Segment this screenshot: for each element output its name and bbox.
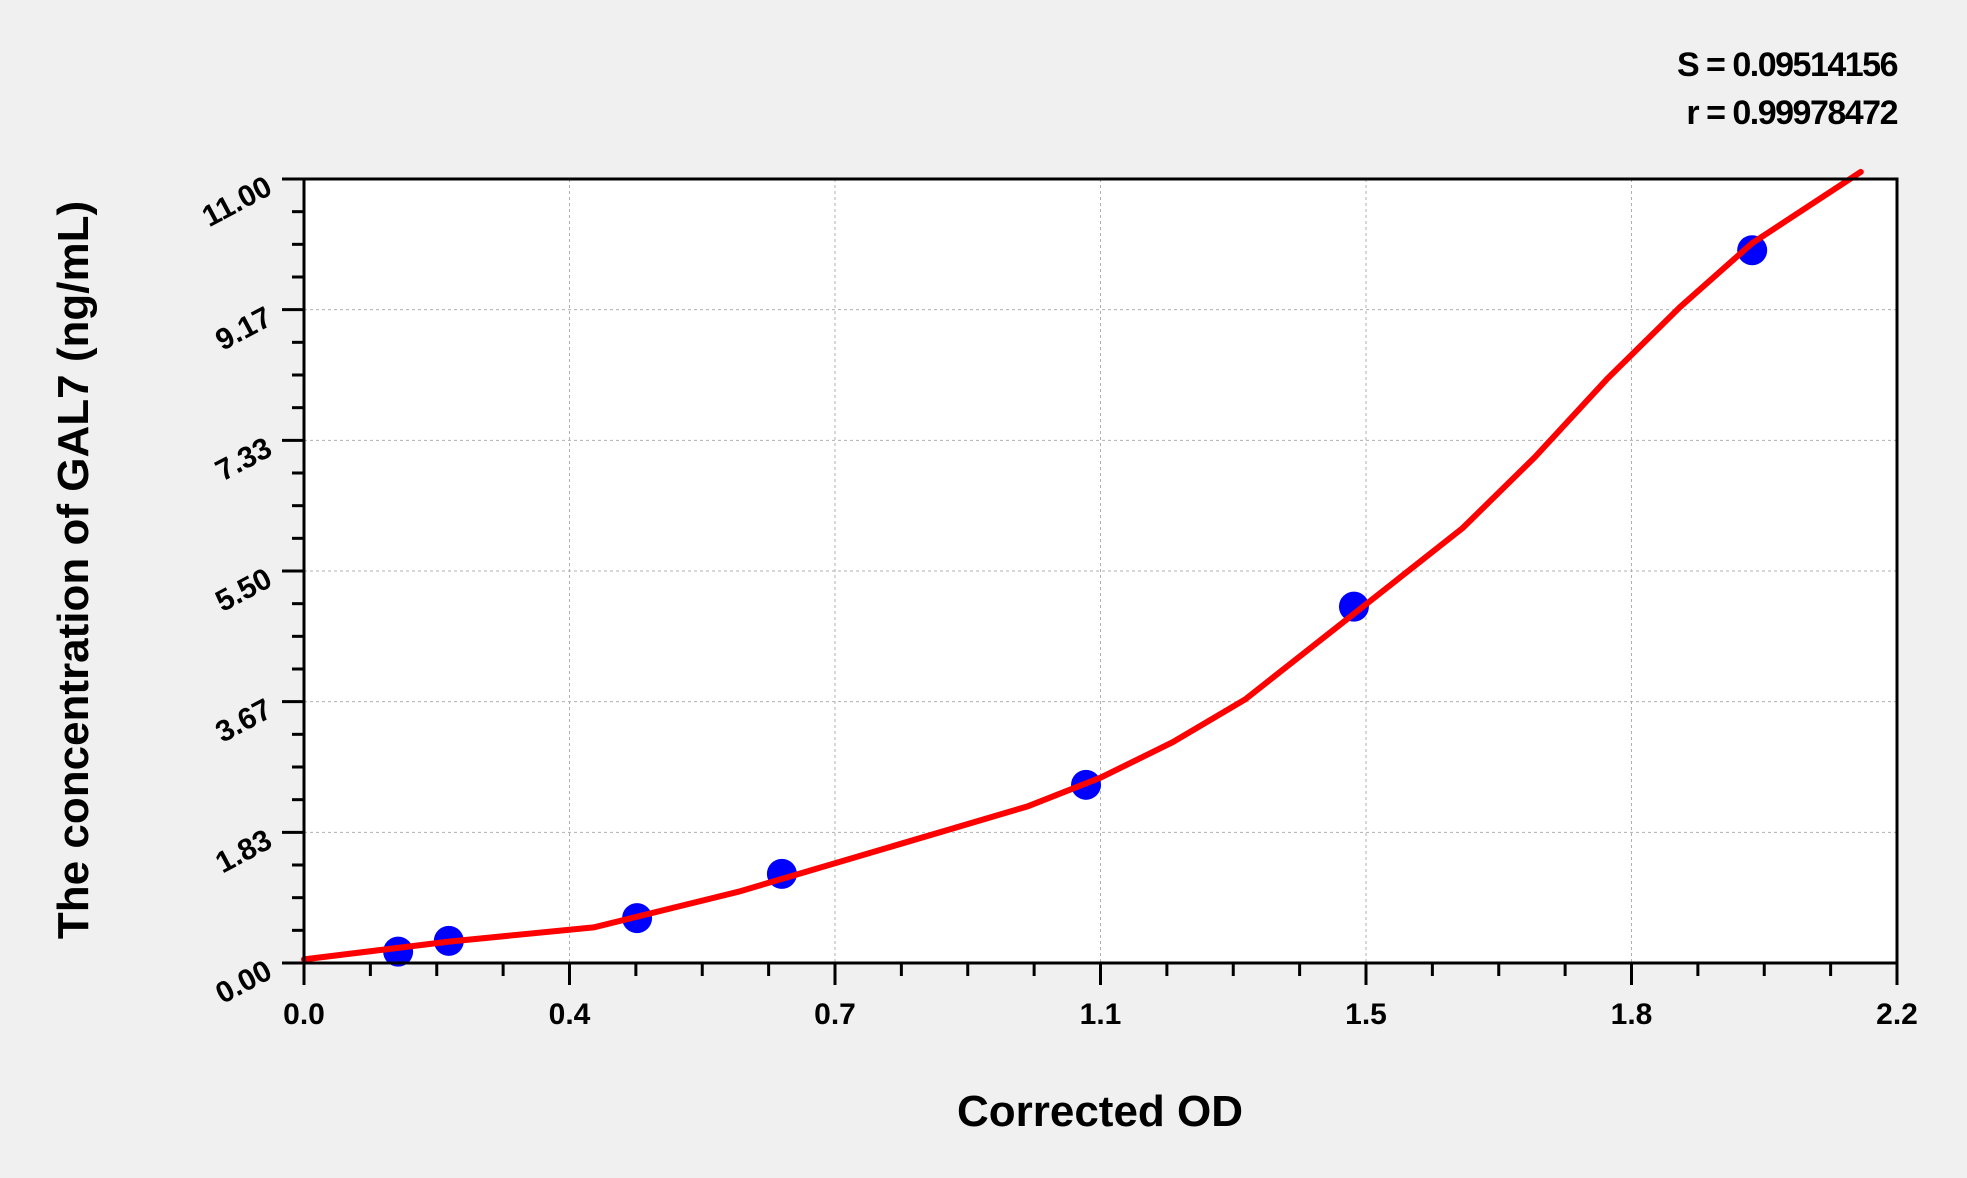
- axis-ticks: [282, 177, 1899, 985]
- y-tick-label: 5.50: [210, 562, 277, 619]
- fit-curve-line: [301, 168, 1864, 963]
- y-tick-label: 0.00: [210, 954, 277, 1011]
- x-tick-label: 0.0: [283, 998, 325, 1031]
- x-tick-label: 0.4: [549, 998, 591, 1031]
- y-axis-title: The concentration of GAL7 (ng/mL): [49, 201, 98, 939]
- x-tick-label: 1.5: [1345, 998, 1387, 1031]
- r-annotation: r = 0.99978472: [1686, 94, 1897, 132]
- x-tick-label: 0.7: [814, 998, 856, 1031]
- data-point: [1338, 591, 1369, 622]
- y-tick-label: 3.67: [210, 693, 277, 750]
- grid-lines: [304, 179, 1897, 963]
- x-tick-label: 1.8: [1611, 998, 1653, 1031]
- fit-curve-layer: [301, 168, 1864, 963]
- y-tick-label: 11.00: [197, 170, 277, 234]
- y-tick-label: 9.17: [210, 301, 277, 358]
- data-point: [1737, 235, 1768, 266]
- x-tick-labels: 0.0 0.4 0.7 1.1 1.5 1.8 2.2: [283, 998, 1918, 1031]
- plot-frame: [302, 177, 1899, 965]
- y-tick-label: 1.83: [210, 823, 277, 880]
- x-tick-label: 1.1: [1080, 998, 1122, 1031]
- y-tick-label: 7.33: [210, 431, 277, 488]
- x-tick-label: 2.2: [1876, 998, 1918, 1031]
- s-annotation: S = 0.09514156: [1677, 46, 1898, 84]
- y-tick-labels: 0.00 1.83 3.67 5.50 7.33 9.17 11.00: [197, 170, 277, 1011]
- x-axis-title: Corrected OD: [957, 1087, 1243, 1136]
